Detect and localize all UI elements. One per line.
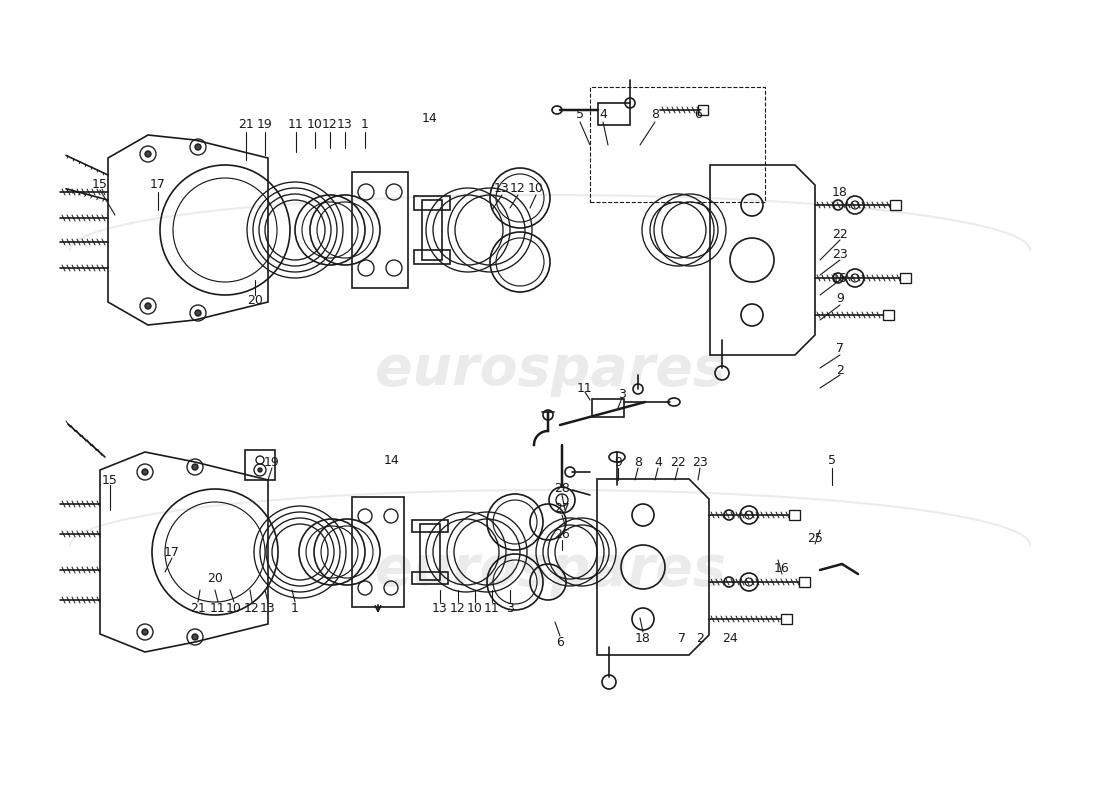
Text: 5: 5 bbox=[576, 109, 584, 122]
Text: eurospares: eurospares bbox=[375, 343, 725, 397]
Text: 9: 9 bbox=[836, 291, 844, 305]
Circle shape bbox=[142, 629, 148, 635]
Text: eurospares: eurospares bbox=[375, 543, 725, 597]
Text: 22: 22 bbox=[832, 229, 848, 242]
Bar bbox=[245, 450, 275, 480]
Bar bbox=[422, 200, 442, 260]
Text: 22: 22 bbox=[670, 455, 686, 469]
Text: 13: 13 bbox=[494, 182, 510, 194]
Text: 14: 14 bbox=[422, 111, 438, 125]
Text: 11: 11 bbox=[288, 118, 304, 131]
Text: 16: 16 bbox=[774, 562, 790, 574]
Text: 7: 7 bbox=[678, 631, 686, 645]
Circle shape bbox=[145, 151, 151, 157]
Text: 15: 15 bbox=[92, 178, 108, 191]
Text: 6: 6 bbox=[557, 635, 564, 649]
Bar bbox=[352, 172, 408, 288]
Text: 3: 3 bbox=[618, 389, 626, 402]
Text: 8: 8 bbox=[634, 455, 642, 469]
Text: 11: 11 bbox=[210, 602, 225, 614]
Text: 21: 21 bbox=[238, 118, 254, 131]
Bar bbox=[789, 510, 800, 520]
Bar bbox=[883, 310, 894, 320]
Bar bbox=[352, 497, 404, 607]
Text: 21: 21 bbox=[190, 602, 206, 614]
Text: 1: 1 bbox=[361, 118, 368, 131]
Text: 10: 10 bbox=[307, 118, 323, 131]
Text: 4: 4 bbox=[654, 455, 662, 469]
Bar bbox=[412, 520, 448, 532]
Bar bbox=[900, 273, 911, 283]
Bar bbox=[592, 399, 624, 417]
Text: 19: 19 bbox=[264, 455, 279, 469]
Circle shape bbox=[195, 144, 201, 150]
Bar bbox=[890, 200, 901, 210]
Bar bbox=[414, 250, 450, 264]
Text: 2: 2 bbox=[836, 363, 844, 377]
Text: 12: 12 bbox=[322, 118, 338, 131]
Text: 20: 20 bbox=[207, 571, 223, 585]
Text: 6: 6 bbox=[694, 109, 702, 122]
Text: 11: 11 bbox=[578, 382, 593, 394]
Circle shape bbox=[142, 469, 148, 475]
Text: 9: 9 bbox=[614, 455, 622, 469]
Text: 5: 5 bbox=[828, 454, 836, 466]
Bar bbox=[412, 572, 448, 584]
Text: 28: 28 bbox=[554, 482, 570, 494]
Text: 19: 19 bbox=[257, 118, 273, 131]
Text: 7: 7 bbox=[836, 342, 844, 354]
Text: 20: 20 bbox=[248, 294, 263, 306]
Text: 10: 10 bbox=[528, 182, 543, 194]
Text: 27: 27 bbox=[554, 502, 570, 514]
Text: 10: 10 bbox=[468, 602, 483, 614]
Text: 13: 13 bbox=[337, 118, 353, 131]
Text: 13: 13 bbox=[260, 602, 276, 614]
Circle shape bbox=[145, 303, 151, 309]
Text: 1: 1 bbox=[292, 602, 299, 614]
Text: 12: 12 bbox=[450, 602, 466, 614]
Text: 2: 2 bbox=[696, 631, 704, 645]
Bar bbox=[598, 103, 630, 125]
Text: 24: 24 bbox=[722, 631, 738, 645]
Bar bbox=[590, 87, 764, 202]
Text: 17: 17 bbox=[164, 546, 180, 558]
Bar bbox=[799, 577, 810, 587]
Bar bbox=[420, 524, 440, 580]
Text: 23: 23 bbox=[832, 249, 848, 262]
Circle shape bbox=[195, 310, 201, 316]
Text: 15: 15 bbox=[102, 474, 118, 486]
Text: 11: 11 bbox=[484, 602, 499, 614]
Circle shape bbox=[258, 468, 262, 472]
Text: 12: 12 bbox=[510, 182, 526, 194]
Text: 17: 17 bbox=[150, 178, 166, 191]
Text: 3: 3 bbox=[506, 602, 514, 614]
Bar bbox=[698, 105, 708, 115]
Text: 26: 26 bbox=[554, 529, 570, 542]
Text: 12: 12 bbox=[244, 602, 260, 614]
Text: 14: 14 bbox=[384, 454, 400, 466]
Text: 4: 4 bbox=[600, 109, 607, 122]
Bar bbox=[414, 196, 450, 210]
Text: 13: 13 bbox=[432, 602, 448, 614]
Text: 16: 16 bbox=[832, 271, 848, 285]
Text: 8: 8 bbox=[651, 109, 659, 122]
Bar bbox=[781, 614, 792, 624]
Circle shape bbox=[192, 464, 198, 470]
Text: 18: 18 bbox=[635, 631, 651, 645]
Circle shape bbox=[192, 634, 198, 640]
Text: 10: 10 bbox=[227, 602, 242, 614]
Text: 25: 25 bbox=[807, 531, 823, 545]
Text: 18: 18 bbox=[832, 186, 848, 198]
Text: 23: 23 bbox=[692, 455, 708, 469]
